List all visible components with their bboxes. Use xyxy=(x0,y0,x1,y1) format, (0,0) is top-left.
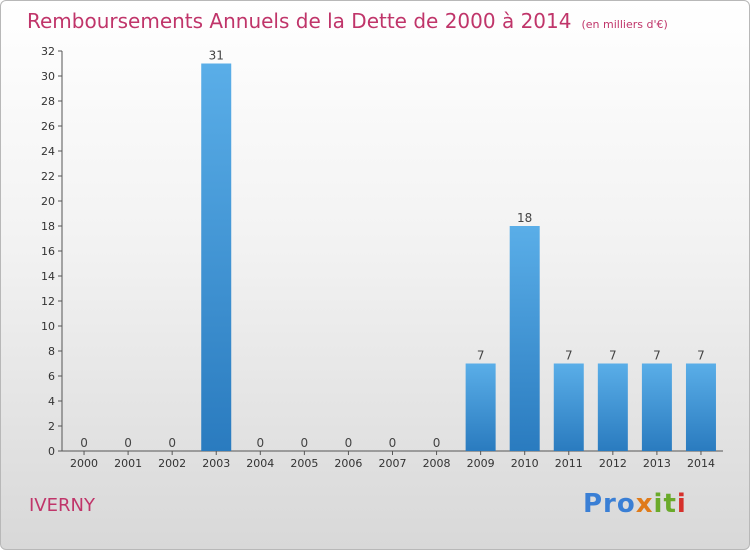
y-tick-label: 28 xyxy=(41,95,55,108)
data-label-2005: 0 xyxy=(301,436,309,450)
x-tick-label: 2005 xyxy=(290,457,318,470)
y-tick-label: 18 xyxy=(41,220,55,233)
y-tick-label: 24 xyxy=(41,145,55,158)
data-label-2011: 7 xyxy=(565,349,573,363)
data-label-2009: 7 xyxy=(477,349,485,363)
bar-2009 xyxy=(465,363,496,451)
x-tick-label: 2008 xyxy=(423,457,451,470)
x-tick-label: 2011 xyxy=(555,457,583,470)
y-tick-label: 16 xyxy=(41,245,55,258)
data-label-2002: 0 xyxy=(168,436,176,450)
y-tick-label: 22 xyxy=(41,170,55,183)
x-tick-label: 2009 xyxy=(467,457,495,470)
chart-subtitle: (en milliers d'€) xyxy=(581,18,668,31)
data-label-2008: 0 xyxy=(433,436,441,450)
bar-2012 xyxy=(597,363,628,451)
x-tick-label: 2000 xyxy=(70,457,98,470)
x-tick-label: 2006 xyxy=(334,457,362,470)
data-label-2001: 0 xyxy=(124,436,132,450)
y-tick-label: 12 xyxy=(41,295,55,308)
bar-2011 xyxy=(553,363,584,451)
y-tick-label: 6 xyxy=(48,370,55,383)
x-tick-label: 2002 xyxy=(158,457,186,470)
x-tick-label: 2004 xyxy=(246,457,274,470)
x-tick-label: 2013 xyxy=(643,457,671,470)
chart-title-text: Remboursements Annuels de la Dette de 20… xyxy=(27,9,572,33)
logo-part-4: i xyxy=(676,489,687,519)
x-tick-label: 2014 xyxy=(687,457,715,470)
bar-2014 xyxy=(685,363,716,451)
chart-bars: 0 0 0 31 0 0 0 0 0 7 18 7 7 7 7 xyxy=(80,49,716,451)
y-tick-label: 8 xyxy=(48,345,55,358)
x-tick-label: 2012 xyxy=(599,457,627,470)
logo-part-3: it xyxy=(653,489,677,519)
y-tick-label: 14 xyxy=(41,270,55,283)
data-label-2000: 0 xyxy=(80,436,88,450)
x-tick-label: 2007 xyxy=(379,457,407,470)
commune-name: IVERNY xyxy=(29,495,95,516)
y-tick-label: 0 xyxy=(48,445,55,458)
proxiti-logo: Proxiti xyxy=(583,489,687,519)
bar-2010 xyxy=(509,226,540,451)
y-tick-label: 30 xyxy=(41,70,55,83)
data-label-2006: 0 xyxy=(345,436,353,450)
x-tick-label: 2001 xyxy=(114,457,142,470)
data-label-2004: 0 xyxy=(256,436,264,450)
x-tick-label: 2010 xyxy=(511,457,539,470)
y-tick-label: 10 xyxy=(41,320,55,333)
data-label-2014: 7 xyxy=(697,349,705,363)
logo-part-2: x xyxy=(635,489,654,519)
x-tick-label: 2003 xyxy=(202,457,230,470)
y-tick-label: 32 xyxy=(41,45,55,58)
data-label-2013: 7 xyxy=(653,349,661,363)
bar-2013 xyxy=(641,363,672,451)
bar-2003 xyxy=(201,63,232,451)
data-label-2003: 31 xyxy=(209,49,224,63)
logo-part-1: Pro xyxy=(583,489,636,519)
data-label-2007: 0 xyxy=(389,436,397,450)
chart-title: Remboursements Annuels de la Dette de 20… xyxy=(27,9,668,33)
data-label-2010: 18 xyxy=(517,211,532,225)
y-tick-label: 26 xyxy=(41,120,55,133)
y-tick-label: 4 xyxy=(48,395,55,408)
y-tick-label: 2 xyxy=(48,420,55,433)
y-tick-label: 20 xyxy=(41,195,55,208)
data-label-2012: 7 xyxy=(609,349,617,363)
